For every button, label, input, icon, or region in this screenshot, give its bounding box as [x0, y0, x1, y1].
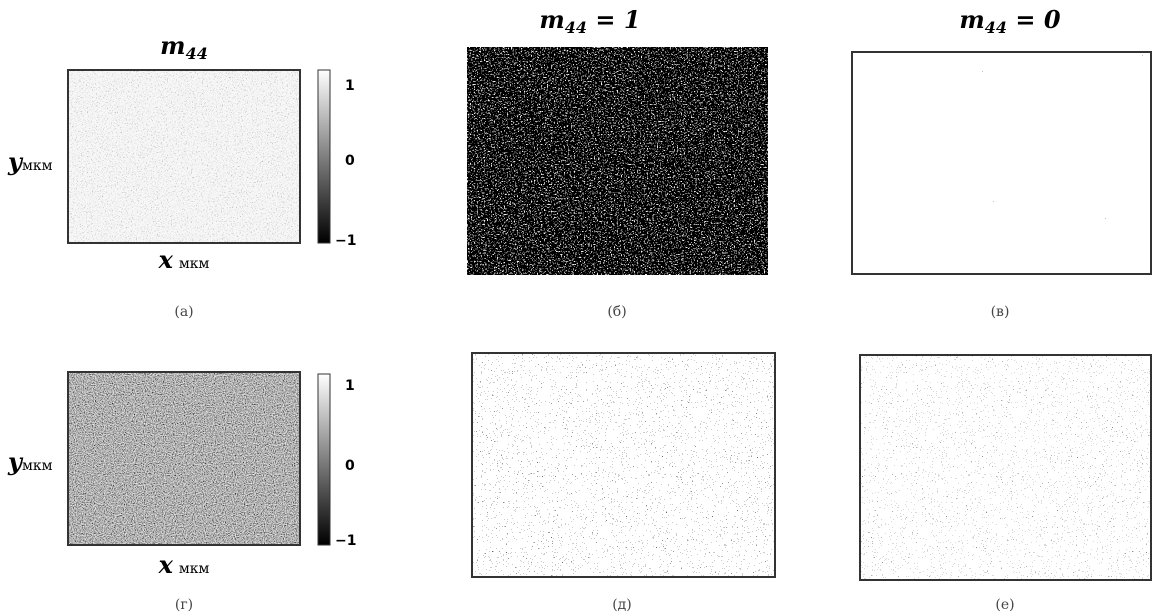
text-part: мкм — [179, 256, 210, 272]
text-part: y — [7, 147, 24, 176]
colorbar — [317, 373, 331, 546]
colorbar-tick: −1 — [335, 533, 356, 549]
text-part: 44 — [985, 18, 1007, 37]
colorbar-tick: 0 — [345, 153, 355, 169]
image-texture — [860, 355, 1151, 580]
colorbar — [317, 69, 331, 244]
caption: (в) — [991, 304, 1010, 320]
panel-title: m44 = 1 — [539, 5, 640, 37]
image-frame — [67, 69, 301, 244]
text-part: мкм — [22, 458, 53, 474]
panel-f: (е) — [859, 354, 1152, 613]
text-part: 44 — [565, 18, 587, 37]
image-texture — [68, 70, 300, 243]
image-frame — [851, 51, 1152, 275]
text-part: мкм — [179, 561, 210, 577]
image-texture — [852, 52, 1151, 274]
text-part: m — [160, 31, 185, 60]
caption: (е) — [995, 597, 1014, 613]
image-frame — [471, 352, 776, 578]
panel-a: m44 1 0 −1 yмкм x мкм (а) — [7, 31, 356, 320]
x-label: x мкм — [158, 550, 210, 579]
y-label: yмкм — [7, 147, 53, 176]
text-part: y — [7, 447, 24, 476]
text-part: m — [539, 5, 564, 34]
caption: (а) — [174, 304, 193, 320]
text-part: m — [959, 5, 984, 34]
text-part: мкм — [22, 158, 53, 174]
caption: (д) — [612, 597, 632, 613]
panel-d: 1 0 −1 yмкм x мкм (г) — [7, 371, 356, 613]
caption: (г) — [175, 597, 193, 613]
caption: (б) — [607, 304, 626, 320]
image-frame — [859, 354, 1152, 581]
text-part: = 1 — [587, 5, 641, 34]
panel-b: m44 = 1 (б) — [467, 5, 768, 320]
image-frame — [67, 371, 301, 546]
image-texture — [68, 372, 300, 545]
colorbar-tick: 1 — [345, 378, 355, 394]
image-texture — [467, 47, 768, 275]
text-part: = 0 — [1007, 5, 1061, 34]
text-part: x — [158, 245, 174, 274]
colorbar-tick: 1 — [345, 78, 355, 94]
text-part: 44 — [186, 44, 208, 63]
panel-title: m44 = 0 — [959, 5, 1060, 37]
colorbar-tick: −1 — [335, 233, 356, 249]
text-part: x — [158, 550, 174, 579]
panel-e: (д) — [471, 352, 776, 613]
image-texture — [472, 353, 775, 577]
colorbar-tick: 0 — [345, 458, 355, 474]
x-label: x мкм — [158, 245, 210, 274]
y-label: yмкм — [7, 447, 53, 476]
panel-title: m44 — [160, 31, 208, 63]
panel-c: m44 = 0 (в) — [851, 5, 1152, 320]
